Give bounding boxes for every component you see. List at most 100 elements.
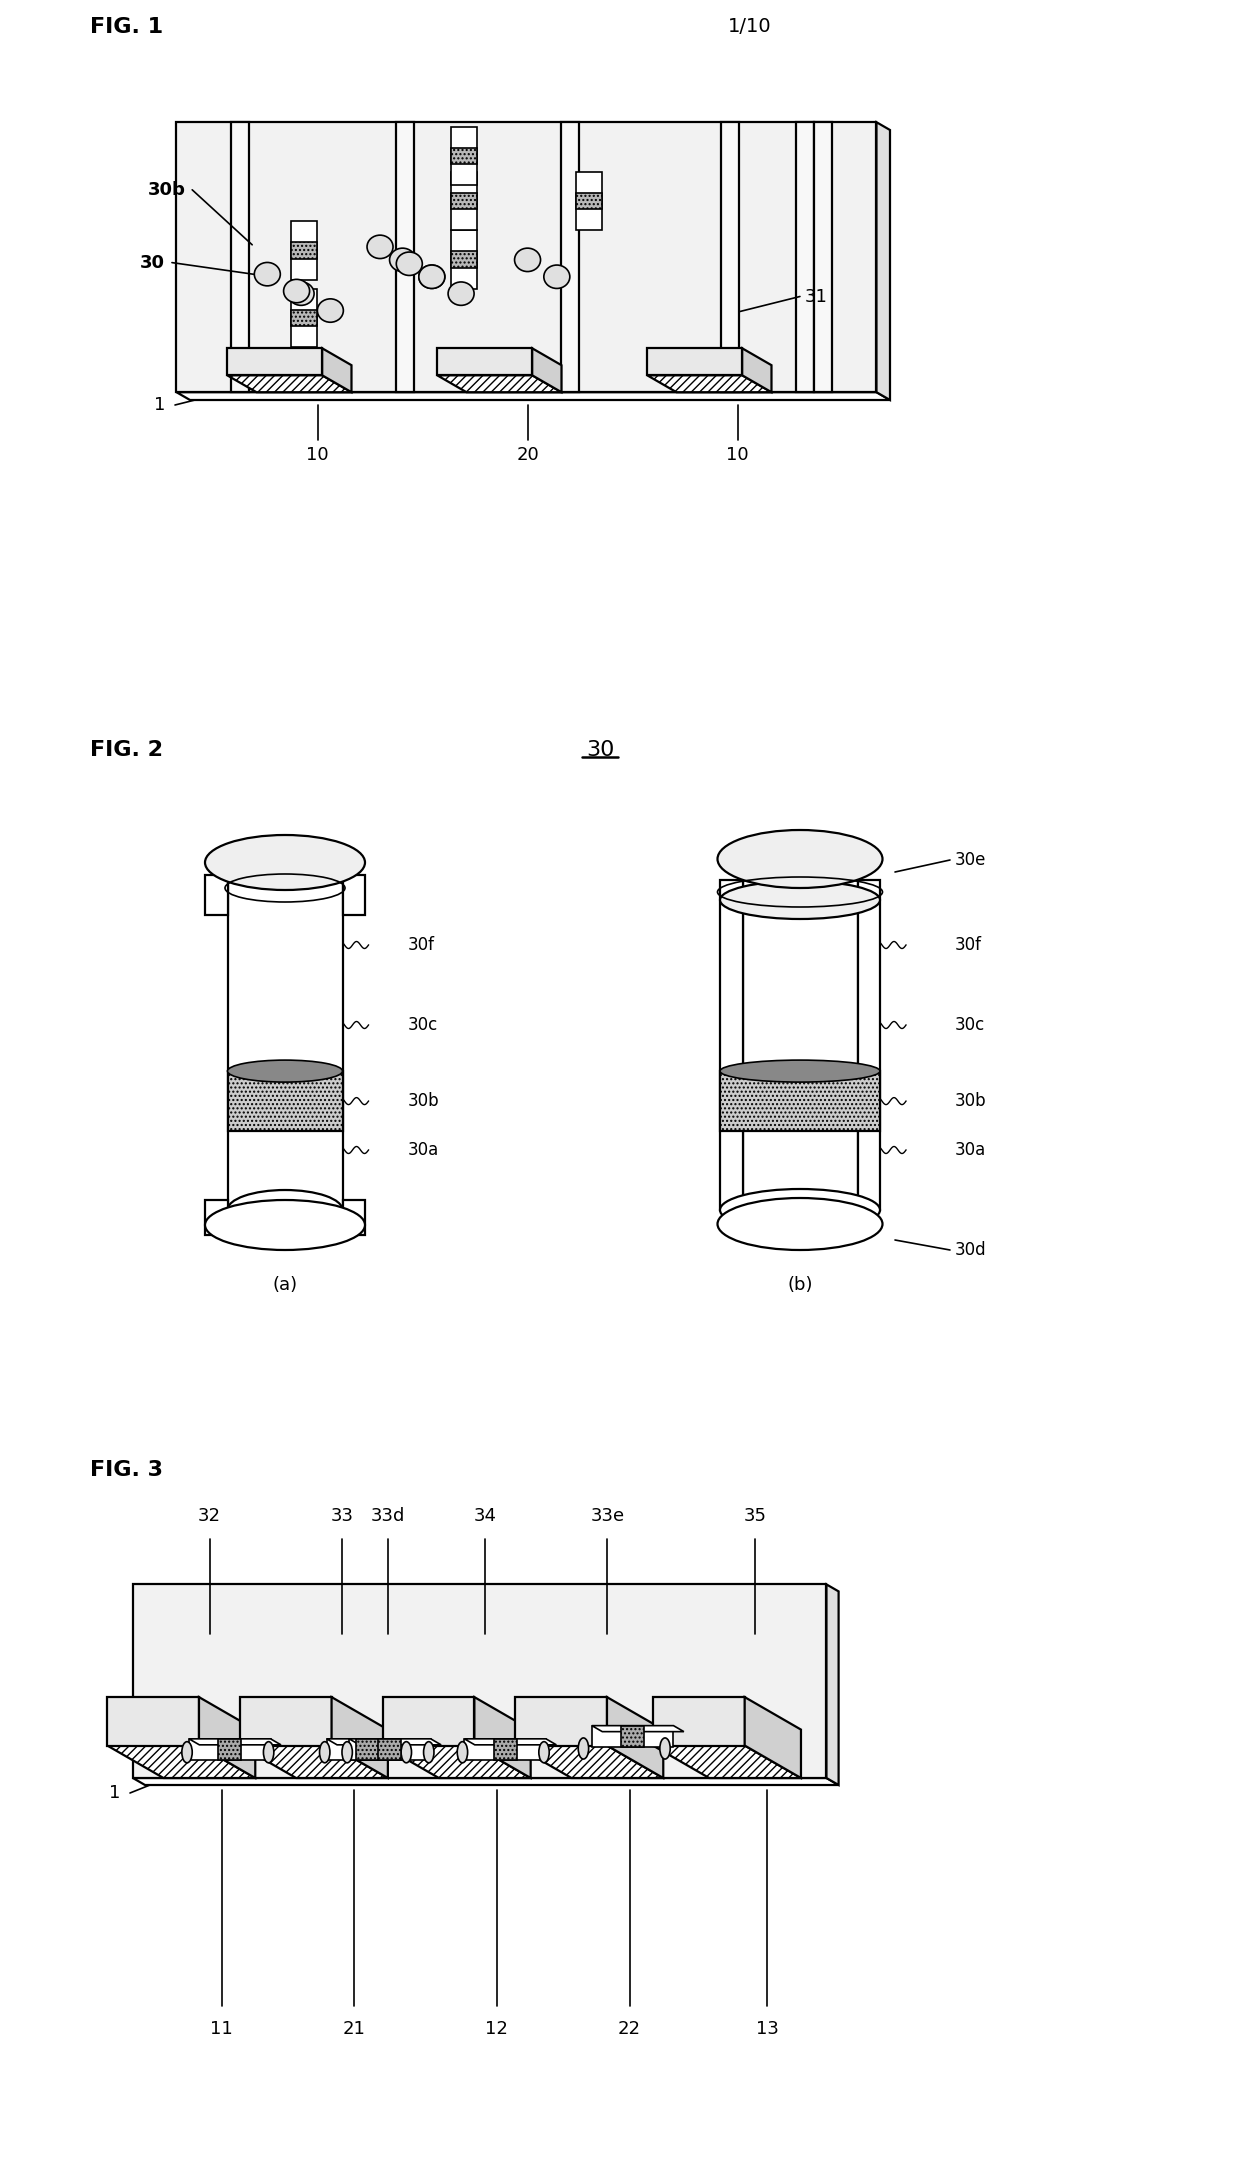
Polygon shape — [647, 348, 743, 376]
Polygon shape — [291, 309, 317, 326]
Ellipse shape — [539, 1742, 549, 1762]
Text: 21: 21 — [342, 2021, 366, 2038]
Ellipse shape — [578, 1738, 589, 1760]
Polygon shape — [227, 348, 322, 376]
Text: 30b: 30b — [149, 181, 186, 198]
Polygon shape — [720, 881, 743, 1209]
Ellipse shape — [227, 1190, 342, 1231]
Ellipse shape — [660, 1738, 671, 1760]
Ellipse shape — [718, 831, 883, 887]
Polygon shape — [133, 1777, 838, 1786]
Ellipse shape — [419, 265, 445, 289]
Ellipse shape — [515, 248, 541, 272]
Ellipse shape — [182, 1742, 192, 1762]
Text: 30: 30 — [139, 254, 165, 272]
Polygon shape — [494, 1738, 517, 1760]
Text: 1: 1 — [109, 1784, 120, 1803]
Ellipse shape — [227, 1059, 342, 1083]
Polygon shape — [591, 1725, 673, 1747]
Polygon shape — [743, 348, 771, 392]
Text: (b): (b) — [787, 1277, 812, 1294]
Text: FIG. 3: FIG. 3 — [91, 1459, 162, 1479]
Polygon shape — [591, 1725, 684, 1731]
Polygon shape — [451, 172, 477, 231]
Polygon shape — [515, 1696, 608, 1747]
Ellipse shape — [288, 283, 314, 304]
Text: FIG. 2: FIG. 2 — [91, 740, 162, 759]
Polygon shape — [205, 1201, 227, 1235]
Polygon shape — [342, 874, 365, 916]
Text: 30f: 30f — [408, 935, 434, 955]
Text: 30c: 30c — [955, 1016, 986, 1033]
Ellipse shape — [720, 1059, 880, 1083]
Polygon shape — [877, 122, 890, 400]
Polygon shape — [239, 1747, 388, 1777]
Ellipse shape — [419, 265, 445, 289]
Polygon shape — [451, 194, 477, 209]
Ellipse shape — [544, 265, 570, 289]
Ellipse shape — [718, 1198, 883, 1251]
Ellipse shape — [720, 1190, 880, 1231]
Polygon shape — [653, 1696, 745, 1747]
Ellipse shape — [320, 1742, 330, 1762]
Polygon shape — [451, 231, 477, 289]
Polygon shape — [815, 122, 832, 392]
Polygon shape — [743, 881, 858, 1209]
Text: 11: 11 — [210, 2021, 233, 2038]
Text: 35: 35 — [744, 1507, 766, 1525]
Polygon shape — [227, 1070, 342, 1131]
Text: 33e: 33e — [590, 1507, 625, 1525]
Text: 1/10: 1/10 — [728, 17, 771, 37]
Ellipse shape — [342, 1742, 352, 1762]
Polygon shape — [745, 1696, 801, 1777]
Polygon shape — [198, 1696, 255, 1777]
Text: 30b: 30b — [955, 1092, 987, 1109]
Polygon shape — [188, 1738, 281, 1744]
Polygon shape — [515, 1747, 663, 1777]
Ellipse shape — [367, 235, 393, 259]
Polygon shape — [239, 1696, 331, 1747]
Polygon shape — [532, 348, 562, 392]
Polygon shape — [464, 1738, 546, 1760]
Ellipse shape — [401, 1742, 412, 1762]
Polygon shape — [720, 1070, 880, 1131]
Text: 30f: 30f — [955, 935, 982, 955]
Ellipse shape — [263, 1742, 274, 1762]
Ellipse shape — [254, 263, 280, 285]
Polygon shape — [326, 1738, 419, 1744]
Polygon shape — [350, 1738, 441, 1744]
Text: 10: 10 — [727, 446, 749, 463]
Ellipse shape — [284, 278, 310, 302]
Polygon shape — [291, 289, 317, 348]
Polygon shape — [176, 392, 890, 400]
Text: 12: 12 — [486, 2021, 508, 2038]
Polygon shape — [383, 1696, 475, 1747]
Polygon shape — [562, 122, 579, 392]
Text: 30a: 30a — [408, 1142, 439, 1159]
Polygon shape — [378, 1738, 402, 1760]
Polygon shape — [342, 1201, 365, 1235]
Polygon shape — [322, 348, 351, 392]
Polygon shape — [621, 1725, 644, 1747]
Polygon shape — [383, 1747, 531, 1777]
Text: (a): (a) — [273, 1277, 298, 1294]
Polygon shape — [475, 1696, 531, 1777]
Polygon shape — [464, 1738, 557, 1744]
Polygon shape — [653, 1747, 801, 1777]
Polygon shape — [291, 222, 317, 281]
Text: 30: 30 — [585, 740, 614, 759]
Ellipse shape — [720, 881, 880, 920]
Polygon shape — [796, 122, 815, 392]
Polygon shape — [647, 376, 771, 392]
Polygon shape — [326, 1738, 408, 1760]
Polygon shape — [858, 881, 880, 1209]
Polygon shape — [291, 241, 317, 259]
Polygon shape — [438, 348, 532, 376]
Text: 1: 1 — [154, 396, 165, 413]
Text: 10: 10 — [306, 446, 329, 463]
Polygon shape — [577, 172, 603, 231]
Ellipse shape — [205, 835, 365, 890]
Polygon shape — [227, 376, 351, 392]
Text: FIG. 1: FIG. 1 — [91, 17, 164, 37]
Ellipse shape — [389, 248, 415, 272]
